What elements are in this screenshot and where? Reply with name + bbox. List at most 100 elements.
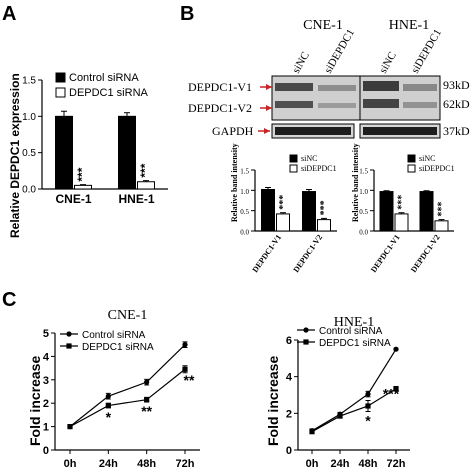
x-category-label: CNE-1	[55, 192, 91, 206]
x-tick-label: 0h	[64, 458, 77, 470]
legend-label: siDEPDC1	[301, 164, 337, 173]
y-tick-label: 1.0	[240, 188, 249, 196]
blot-band	[318, 85, 356, 91]
data-point	[309, 429, 315, 435]
data-point	[144, 379, 150, 385]
y-tick-label: 0.0	[240, 229, 249, 237]
red-arrow-icon	[260, 84, 272, 90]
red-arrow-icon	[260, 105, 272, 111]
significance-label: **	[141, 403, 152, 419]
x-category-label: DEPDC1-V1	[251, 233, 284, 274]
significance-label: ***	[383, 385, 400, 401]
data-point	[182, 342, 188, 348]
y-tick-label: 0	[43, 445, 49, 457]
data-point	[365, 403, 371, 409]
blot-size-label: 37kD	[443, 124, 470, 138]
blot-cell-line-hne1: HNE-1	[389, 18, 429, 33]
legend-label: siNC	[419, 154, 435, 163]
blot-row-label: DEPDC1-V2	[188, 101, 252, 115]
y-tick-label: 1.5	[22, 76, 36, 87]
y-tick-label: 1.5	[240, 168, 249, 176]
significance-label: ***	[75, 167, 89, 181]
legend-swatch	[407, 164, 416, 173]
red-arrow-icon	[258, 128, 270, 134]
bar	[379, 191, 394, 232]
bar	[434, 220, 449, 232]
legend-marker	[66, 331, 72, 337]
x-tick-label: 24h	[331, 458, 350, 470]
panel-b-ylabel: Relative band intensity	[230, 143, 239, 222]
y-tick-label: 0.5	[22, 148, 36, 159]
y-tick-label: 5	[43, 328, 49, 340]
legend-marker	[303, 339, 309, 345]
blot-band	[403, 84, 437, 91]
blot-cell-line-cne1: CNE-1	[303, 18, 343, 33]
x-tick-label: 72h	[176, 458, 195, 470]
significance-label: ***	[437, 202, 448, 217]
significance-label: ***	[138, 163, 152, 177]
bar	[137, 181, 155, 190]
bar	[118, 115, 136, 190]
series-line	[311, 348, 397, 432]
x-category-label: DEPDC1-V1	[369, 233, 402, 274]
y-tick-label: 4	[286, 372, 293, 384]
blot-lane-label: siDEPDC1	[322, 27, 357, 75]
y-tick-label: 2	[286, 408, 292, 420]
chart-title: HNE-1	[334, 315, 374, 330]
y-tick-label: 0.5	[359, 208, 368, 216]
y-tick-label: 1.0	[359, 188, 368, 196]
y-tick-label: 1.0	[22, 112, 36, 123]
bar	[74, 184, 92, 190]
blot-band	[275, 83, 313, 91]
bar	[419, 191, 434, 232]
data-point	[182, 366, 188, 372]
bar	[55, 115, 73, 190]
y-tick-label: 0.5	[240, 208, 249, 216]
legend-label: DEPDC1 siRNA	[82, 342, 154, 353]
legend-swatch	[407, 154, 416, 163]
x-tick-label: 0h	[306, 458, 319, 470]
legend-marker	[66, 343, 72, 349]
panel-letter-c: C	[2, 289, 16, 311]
x-category-label: HNE-1	[118, 192, 154, 206]
x-category-label: DEPDC1-V2	[409, 233, 442, 274]
legend-label: Control siRNA	[69, 72, 139, 84]
panel-c-ylabel: Fold increase	[27, 356, 43, 446]
legend-swatch	[55, 87, 66, 98]
blot-row-label: DEPDC1-V1	[188, 80, 252, 94]
y-tick-label: 6	[286, 335, 292, 347]
series-line	[69, 368, 186, 428]
panel-a-ylabel: Relative DEPDC1 expression	[8, 73, 22, 238]
data-point	[105, 402, 111, 409]
data-point	[393, 385, 399, 392]
data-point	[365, 391, 371, 397]
y-tick-label: 1.5	[359, 168, 368, 176]
bar	[302, 191, 316, 232]
panel-c-ylabel: Fold increase	[265, 356, 281, 446]
blot-lane-label: siNC	[377, 50, 399, 76]
significance-label: *	[365, 413, 371, 429]
data-point	[105, 393, 111, 399]
blot-size-label: 62kD	[443, 97, 470, 111]
blot-band	[363, 81, 399, 91]
x-tick-label: 48h	[359, 458, 378, 470]
x-tick-label: 72h	[387, 458, 406, 470]
significance-label: ***	[319, 200, 330, 215]
blot-lane-label: siNC	[290, 50, 312, 76]
bar	[394, 213, 409, 232]
bar	[261, 189, 275, 232]
x-tick-label: 24h	[99, 458, 118, 470]
blot-image-cne1	[271, 75, 361, 121]
blot-size-label: 93kD	[443, 78, 470, 92]
significance-label: *	[106, 409, 112, 425]
data-point	[337, 413, 343, 419]
bar	[276, 213, 290, 232]
panel-letter-a: A	[2, 3, 16, 25]
chart-title: CNE-1	[108, 308, 148, 323]
blot-band	[403, 102, 437, 108]
legend-label: DEPDC1 siRNA	[69, 87, 149, 99]
western-blot: CNE-1 HNE-1 siNC siDEPDC1 siNC siDEPDC1 …	[188, 18, 470, 139]
series-line	[311, 388, 397, 433]
legend-label: siDEPDC1	[419, 164, 455, 173]
